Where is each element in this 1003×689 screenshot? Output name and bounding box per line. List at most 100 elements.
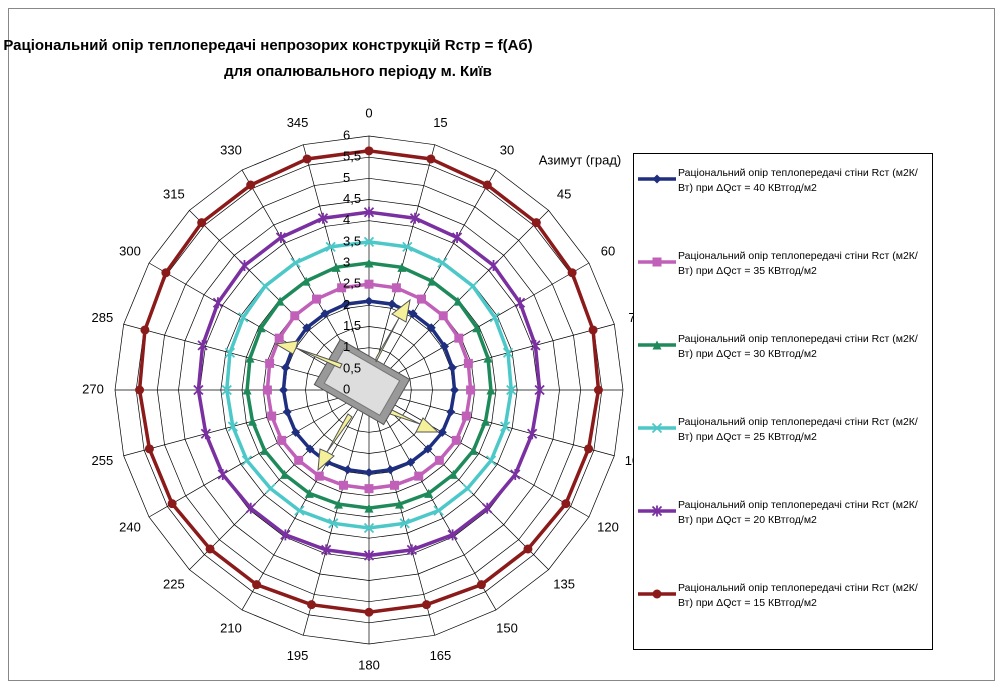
y-tick-label: 4 bbox=[343, 212, 350, 227]
angle-label: 135 bbox=[553, 577, 575, 592]
marker bbox=[365, 484, 374, 493]
legend-label: Раціональний опір теплопередачі стіни Rс… bbox=[678, 498, 930, 528]
marker bbox=[161, 268, 170, 277]
marker bbox=[452, 436, 461, 445]
legend-label: Раціональний опір теплопередачі стіни Rс… bbox=[678, 332, 930, 362]
marker bbox=[275, 334, 284, 343]
marker bbox=[315, 472, 324, 481]
legend-swatch bbox=[636, 421, 678, 435]
marker bbox=[263, 386, 272, 395]
legend-item: Раціональний опір теплопередачі стіни Rс… bbox=[636, 581, 932, 621]
marker bbox=[307, 600, 316, 609]
marker bbox=[568, 268, 577, 277]
marker bbox=[277, 436, 286, 445]
marker bbox=[140, 325, 149, 334]
marker bbox=[197, 218, 206, 227]
angle-label: 180 bbox=[358, 657, 380, 672]
marker bbox=[365, 280, 374, 289]
marker bbox=[135, 386, 144, 395]
marker bbox=[532, 218, 541, 227]
page: Раціональний опір теплопередачі непрозор… bbox=[0, 0, 1003, 689]
marker bbox=[392, 283, 401, 292]
angle-label: 165 bbox=[430, 648, 452, 663]
marker bbox=[290, 311, 299, 320]
marker bbox=[589, 325, 598, 334]
marker bbox=[303, 154, 312, 163]
legend-item: Раціональний опір теплопередачі стіни Rс… bbox=[636, 415, 932, 455]
legend-item: Раціональний опір теплопередачі стіни Rс… bbox=[636, 332, 932, 372]
y-tick-label: 6 bbox=[343, 127, 350, 142]
marker bbox=[414, 472, 423, 481]
legend-swatch bbox=[636, 255, 678, 269]
angle-label: 300 bbox=[119, 243, 141, 258]
marker bbox=[417, 295, 426, 304]
angle-label: 255 bbox=[92, 453, 114, 468]
marker bbox=[477, 580, 486, 589]
angle-label: 45 bbox=[557, 186, 571, 201]
legend-swatch bbox=[636, 338, 678, 352]
marker bbox=[265, 359, 274, 368]
marker bbox=[584, 444, 593, 453]
chart-title: Раціональний опір теплопередачі непрозор… bbox=[3, 37, 532, 54]
marker bbox=[561, 499, 570, 508]
y-tick-label: 2 bbox=[343, 297, 350, 312]
marker bbox=[653, 175, 662, 184]
y-tick-label: 5,5 bbox=[343, 149, 361, 164]
legend: Раціональний опір теплопередачі стіни Rс… bbox=[633, 153, 933, 650]
marker bbox=[462, 412, 471, 421]
y-tick-label: 2,5 bbox=[343, 276, 361, 291]
legend-label: Раціональний опір теплопередачі стіни Rс… bbox=[678, 249, 930, 279]
legend-item: Раціональний опір теплопередачі стіни Rс… bbox=[636, 166, 932, 206]
y-tick-label: 3 bbox=[343, 254, 350, 269]
marker bbox=[454, 334, 463, 343]
angle-label: 285 bbox=[92, 310, 114, 325]
y-tick-label: 4,5 bbox=[343, 191, 361, 206]
angle-label: 270 bbox=[82, 381, 104, 396]
angle-label: 210 bbox=[220, 620, 242, 635]
legend-label: Раціональний опір теплопередачі стіни Rс… bbox=[678, 166, 930, 196]
angle-label: 195 bbox=[287, 648, 309, 663]
angle-label: 315 bbox=[163, 186, 185, 201]
angle-label: 150 bbox=[496, 620, 518, 635]
marker bbox=[653, 590, 662, 599]
marker bbox=[312, 295, 321, 304]
angle-label: 345 bbox=[287, 115, 309, 130]
y-tick-label: 0,5 bbox=[343, 360, 361, 375]
marker bbox=[464, 359, 473, 368]
angle-label: 0 bbox=[365, 105, 372, 120]
marker bbox=[145, 444, 154, 453]
legend-swatch bbox=[636, 504, 678, 518]
angle-label: 60 bbox=[601, 243, 615, 258]
marker bbox=[252, 580, 261, 589]
marker bbox=[365, 608, 374, 617]
legend-label: Раціональний опір теплопередачі стіни Rс… bbox=[678, 415, 930, 445]
angle-label: 120 bbox=[597, 519, 619, 534]
legend-item: Раціональний опір теплопередачі стіни Rс… bbox=[636, 249, 932, 289]
legend-item: Раціональний опір теплопередачі стіни Rс… bbox=[636, 498, 932, 538]
marker bbox=[294, 456, 303, 465]
legend-label: Раціональний опір теплопередачі стіни Rс… bbox=[678, 581, 930, 611]
marker bbox=[206, 544, 215, 553]
y-tick-label: 1 bbox=[343, 339, 350, 354]
y-tick-label: 5 bbox=[343, 170, 350, 185]
angle-label: 225 bbox=[163, 577, 185, 592]
marker bbox=[439, 311, 448, 320]
angle-label: 15 bbox=[433, 115, 447, 130]
marker bbox=[168, 499, 177, 508]
marker bbox=[466, 386, 475, 395]
y-tick-label: 1,5 bbox=[343, 318, 361, 333]
y-tick-label: 0 bbox=[343, 381, 350, 396]
marker bbox=[390, 481, 399, 490]
marker bbox=[594, 386, 603, 395]
marker bbox=[246, 181, 255, 190]
marker bbox=[483, 181, 492, 190]
chart-subtitle: для опалювального періоду м. Київ bbox=[224, 63, 492, 80]
marker bbox=[523, 544, 532, 553]
marker bbox=[435, 456, 444, 465]
y-tick-label: 3,5 bbox=[343, 233, 361, 248]
axis-label: Азимут (град) bbox=[539, 152, 622, 167]
angle-label: 330 bbox=[220, 142, 242, 157]
marker bbox=[267, 412, 276, 421]
legend-swatch bbox=[636, 172, 678, 186]
angle-label: 30 bbox=[500, 142, 514, 157]
